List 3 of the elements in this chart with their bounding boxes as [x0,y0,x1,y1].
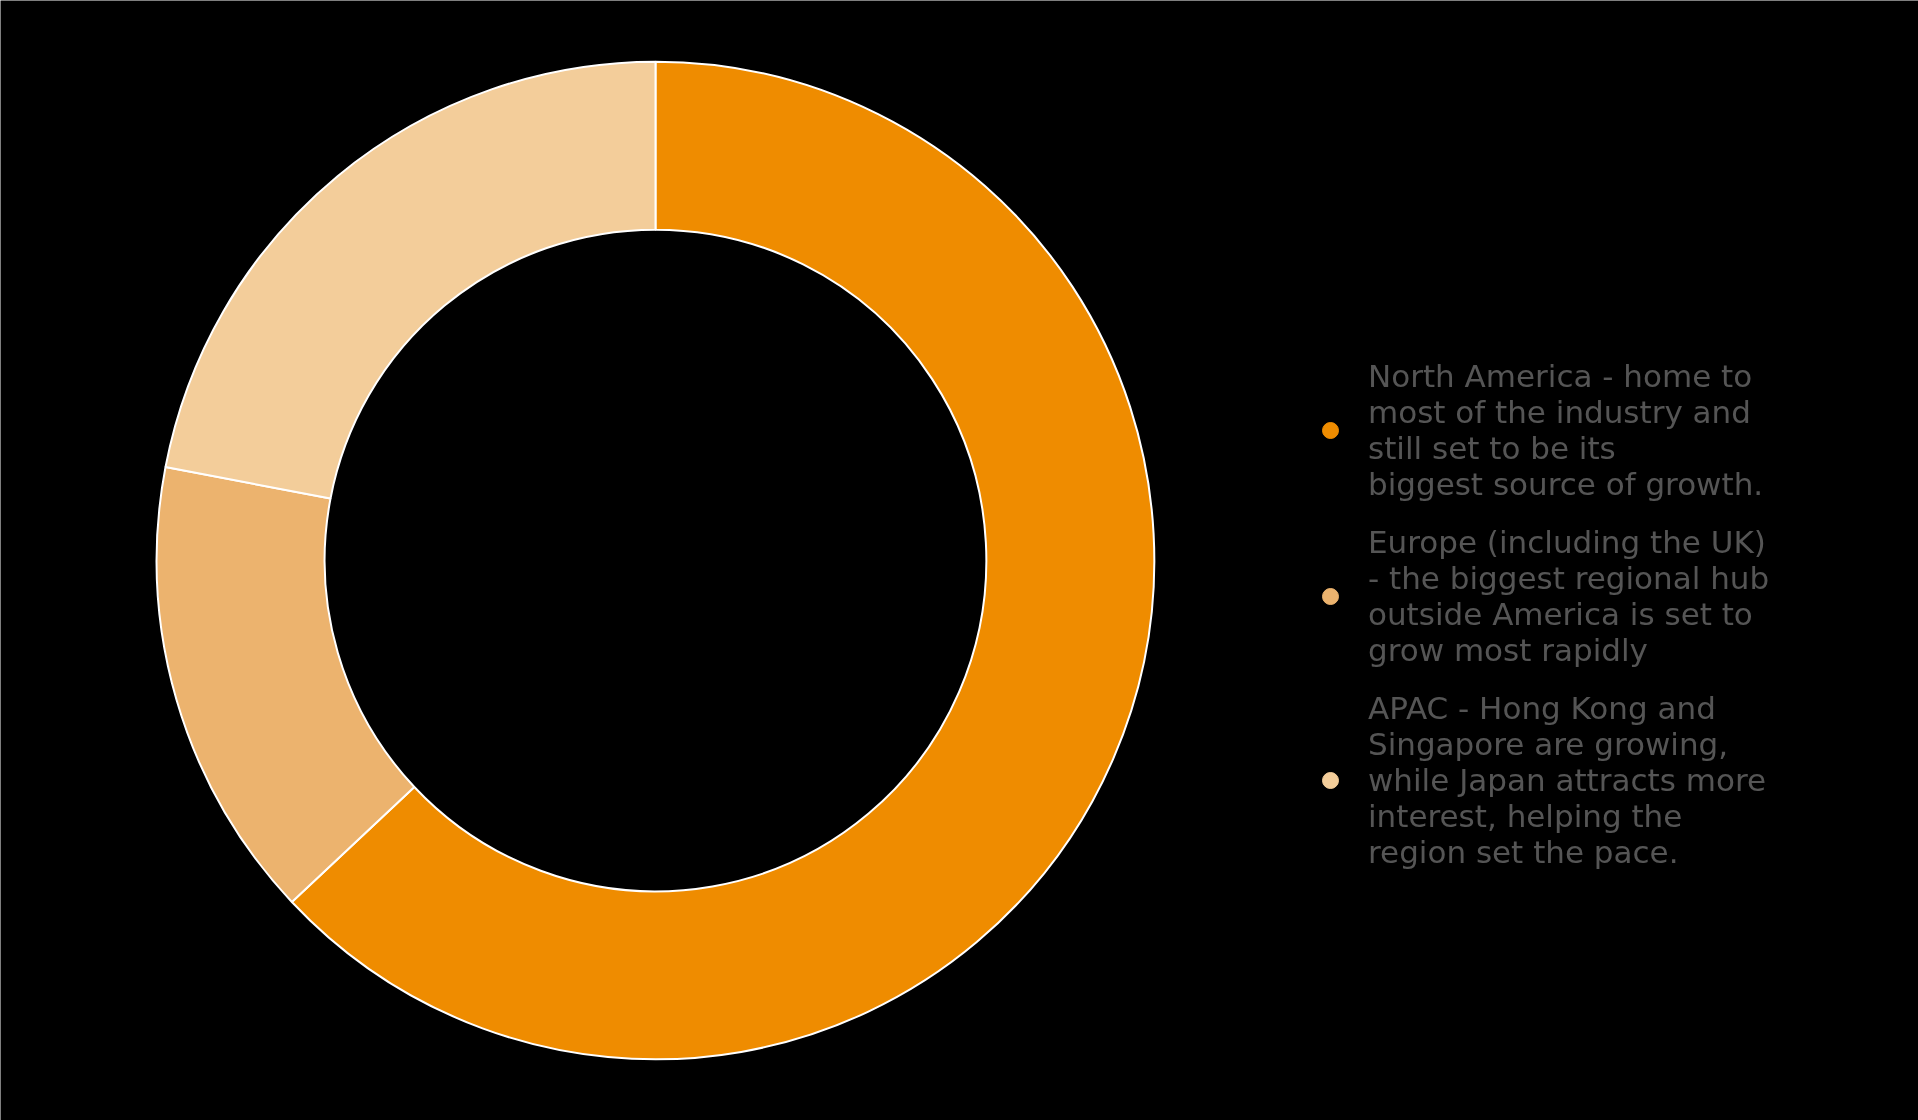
legend-label: APAC - Hong Kong and Singapore are growing, while Japan attracts more interest, helping the region set the pace. [1368,690,1767,870]
legend-label: Europe (including the UK) - the biggest regional hub outside America is set to grow most rapidly [1368,524,1770,668]
legend-label: North America - home to most of the industry and still set to be its biggest source of growth. [1368,358,1764,502]
